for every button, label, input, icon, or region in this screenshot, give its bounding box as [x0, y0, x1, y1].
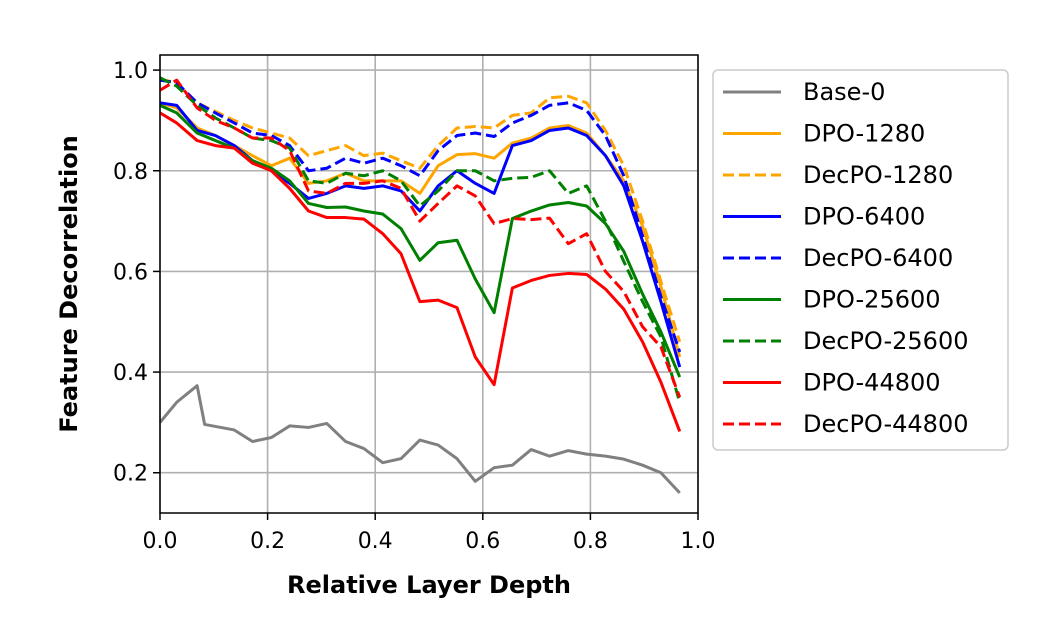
- series-line-decpo-25600: [159, 76, 682, 403]
- legend-label: DecPO-1280: [803, 161, 953, 189]
- y-tick-label: 1.0: [113, 59, 148, 84]
- y-tick-label: 0.6: [113, 260, 148, 285]
- legend-label: Base-0: [803, 78, 885, 106]
- x-tick-label: 0.0: [143, 529, 178, 554]
- x-tick-label: 0.4: [358, 529, 393, 554]
- grid: [159, 55, 699, 513]
- plot-lines: [158, 76, 682, 494]
- y-tick-label: 0.2: [113, 462, 148, 487]
- series-line-decpo-6400: [159, 78, 682, 353]
- x-tick-label: 1.0: [681, 529, 716, 554]
- x-tick-label: 0.8: [573, 529, 608, 554]
- legend-label: DPO-1280: [803, 120, 925, 148]
- axis-ticks: 0.0 0.2 0.4 0.6 0.8 1.0 0.2 0.4 0.6 0.8 1.0: [113, 59, 716, 554]
- y-tick-label: 0.8: [113, 160, 148, 185]
- series-line-decpo-44800: [159, 78, 682, 398]
- legend-label: DecPO-25600: [803, 327, 968, 355]
- legend-label: DPO-44800: [803, 369, 941, 397]
- x-tick-label: 0.2: [250, 529, 285, 554]
- series-line-base-0: [158, 384, 681, 494]
- legend-box: [712, 69, 1009, 451]
- legend-label: DPO-6400: [803, 203, 925, 231]
- plot-frame: [159, 54, 699, 514]
- legend-label: DecPO-6400: [803, 244, 953, 272]
- series-line-decpo-1280: [159, 77, 682, 343]
- legend-label: DecPO-44800: [803, 410, 968, 438]
- y-tick-label: 0.4: [113, 361, 148, 386]
- legend: Base-0 DPO-1280 DecPO-1280 DPO-6400 DecPO-64…: [712, 69, 1009, 451]
- y-axis-label: Feature Decorrelation: [55, 135, 83, 432]
- x-tick-label: 0.6: [465, 529, 500, 554]
- series-line-dpo-44800: [159, 111, 682, 433]
- x-axis-label: Relative Layer Depth: [287, 571, 571, 599]
- legend-label: DPO-25600: [803, 286, 941, 314]
